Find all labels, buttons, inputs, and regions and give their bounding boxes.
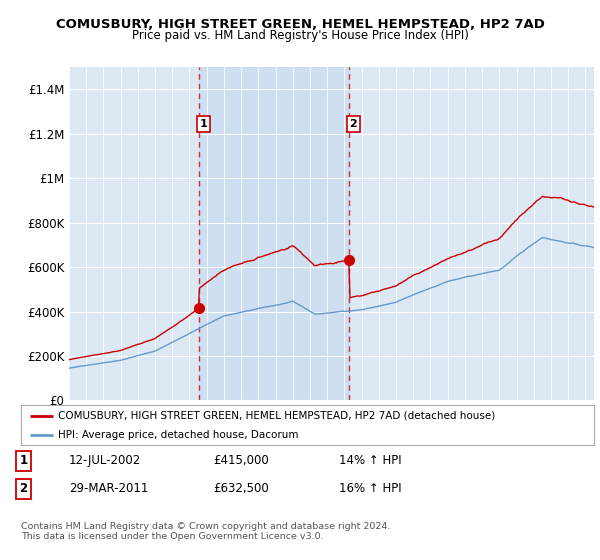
Bar (199, 67, 349, 400)
Text: Contains HM Land Registry data © Crown copyright and database right 2024.
This d: Contains HM Land Registry data © Crown c… (21, 522, 391, 542)
Text: HPI: Average price, detached house, Dacorum: HPI: Average price, detached house, Daco… (58, 430, 299, 440)
Text: 29-MAR-2011: 29-MAR-2011 (69, 482, 148, 496)
Text: 12-JUL-2002: 12-JUL-2002 (69, 454, 141, 468)
Text: COMUSBURY, HIGH STREET GREEN, HEMEL HEMPSTEAD, HP2 7AD: COMUSBURY, HIGH STREET GREEN, HEMEL HEMP… (56, 18, 544, 31)
Text: 14% ↑ HPI: 14% ↑ HPI (339, 454, 401, 468)
Text: 2: 2 (19, 482, 28, 496)
Text: 1: 1 (19, 454, 28, 468)
Text: COMUSBURY, HIGH STREET GREEN, HEMEL HEMPSTEAD, HP2 7AD (detached house): COMUSBURY, HIGH STREET GREEN, HEMEL HEMP… (58, 411, 496, 421)
Text: £632,500: £632,500 (213, 482, 269, 496)
Text: Price paid vs. HM Land Registry's House Price Index (HPI): Price paid vs. HM Land Registry's House … (131, 29, 469, 42)
Text: £415,000: £415,000 (213, 454, 269, 468)
Text: 16% ↑ HPI: 16% ↑ HPI (339, 482, 401, 496)
Text: 1: 1 (199, 119, 207, 129)
Text: 2: 2 (349, 119, 357, 129)
